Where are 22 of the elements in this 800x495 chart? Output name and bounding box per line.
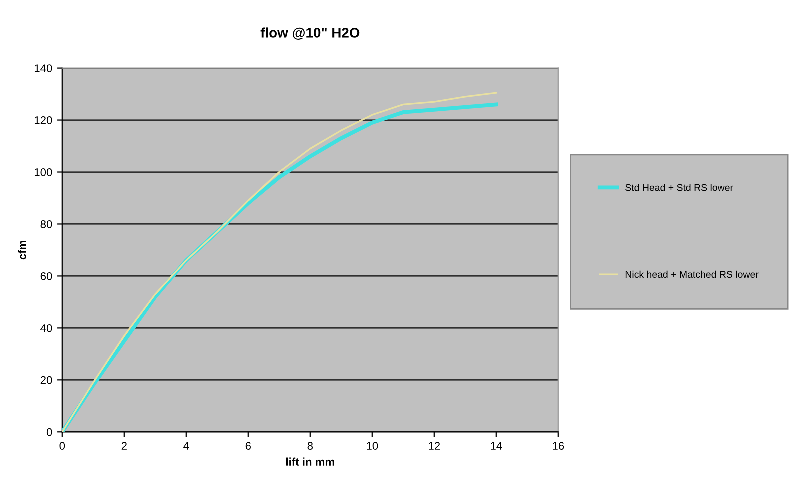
y-tick-label: 140 [34, 64, 52, 72]
y-tick-label: 60 [40, 272, 52, 280]
x-tick-label: 2 [122, 442, 127, 450]
y-tick-label: 100 [34, 168, 52, 176]
legend-label: Std Head + Std RS lower [626, 184, 734, 192]
y-tick-label: 20 [40, 376, 52, 384]
x-tick-label: 12 [429, 442, 440, 450]
x-tick-label: 8 [308, 442, 314, 450]
x-tick-label: 6 [246, 442, 251, 450]
x-axis-title: lift in mm [286, 458, 334, 466]
x-tick-label: 0 [60, 442, 66, 450]
y-tick-label: 40 [40, 324, 52, 332]
y-tick-label: 80 [40, 220, 52, 228]
x-tick-label: 16 [553, 442, 564, 450]
y-tick-label: 0 [46, 428, 52, 436]
x-tick-label: 10 [367, 442, 378, 450]
y-axis-title: cfm [18, 241, 26, 260]
x-tick-label: 4 [184, 442, 190, 450]
legend-label: Nick head + Matched RS lower [626, 270, 759, 278]
x-tick-label: 14 [491, 442, 502, 450]
y-tick-label: 120 [34, 116, 52, 124]
chart-title: flow @10" H2O [260, 28, 360, 40]
